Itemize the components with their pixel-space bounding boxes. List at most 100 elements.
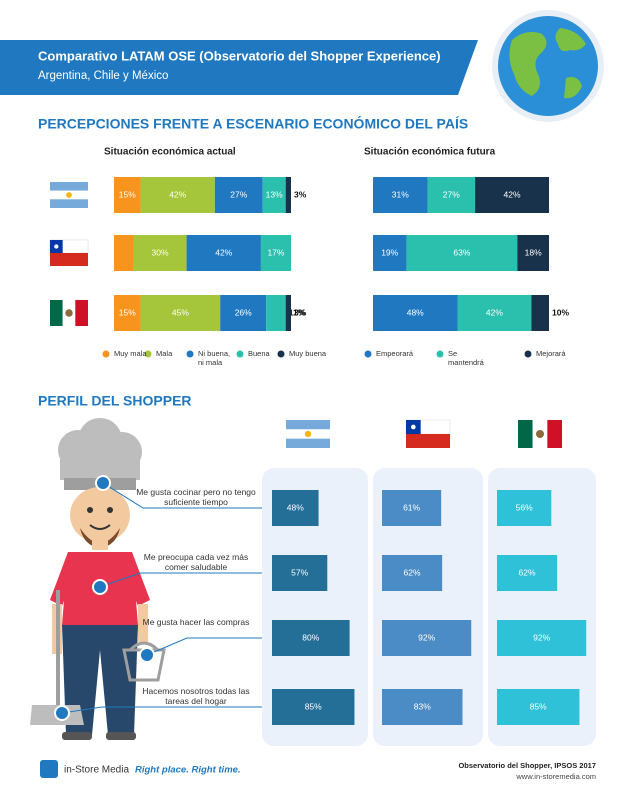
flag-mx: [518, 420, 562, 448]
flag-mx: [50, 300, 88, 326]
value-label: 56%: [516, 502, 533, 512]
statement: Me gusta cocinar pero no tengo suficient…: [136, 487, 256, 507]
flag-sun: [304, 430, 312, 438]
connector-dot: [95, 475, 111, 491]
value-label: 80%: [302, 632, 319, 642]
flag-ar: [50, 182, 88, 208]
value-label: 15%: [119, 189, 136, 199]
flag-star: [54, 244, 59, 249]
header-banner: [0, 40, 478, 95]
flag-cl: [49, 239, 89, 266]
panel: [488, 468, 596, 746]
legend-label: Empeorará: [376, 349, 414, 358]
connector: [99, 572, 262, 588]
legend-swatch: [436, 350, 444, 358]
value-label: 42%: [486, 307, 503, 317]
footer-url: www.in-storemedia.com: [515, 772, 596, 781]
bar-segment: [475, 177, 549, 213]
value-label: 42%: [169, 189, 186, 199]
statement: Me gusta hacer las compras: [142, 617, 250, 627]
bar: [382, 620, 472, 656]
value-label: 18%: [525, 247, 542, 257]
bar-segment: [285, 295, 291, 331]
bar-segment: [220, 295, 267, 331]
value-label: 62%: [519, 567, 536, 577]
panel: [373, 468, 483, 746]
flag-stripe: [518, 420, 533, 448]
flag-stripe: [50, 253, 88, 266]
section-title: PERCEPCIONES FRENTE A ESCENARIO ECONÓMIC…: [38, 115, 468, 132]
value-label: 92%: [418, 632, 435, 642]
bar: [272, 689, 355, 725]
bar-segment: [427, 177, 476, 213]
legend-swatch: [277, 350, 285, 358]
bar: [382, 689, 463, 725]
connector-dot: [54, 705, 70, 721]
bar: [272, 490, 319, 526]
connector: [102, 482, 262, 509]
connector-dot: [139, 647, 155, 663]
bar: [497, 620, 587, 656]
bar-segment: [260, 235, 291, 271]
connector-dot: [92, 579, 108, 595]
value-label: 26%: [235, 307, 252, 317]
legend-swatch: [144, 350, 152, 358]
value-label: 3%: [294, 307, 307, 317]
value-label: 3%: [294, 189, 307, 199]
legend-label: Mejorará: [536, 349, 566, 358]
value-label: 42%: [504, 189, 521, 199]
statement: Hacemos nosotros todas las tareas del ho…: [142, 686, 250, 706]
bar: [497, 689, 580, 725]
value-label: 10%: [552, 307, 569, 317]
bar-segment: [266, 295, 286, 331]
flag-cl: [405, 419, 451, 448]
bar-segment: [531, 295, 549, 331]
legend-swatch: [102, 350, 110, 358]
legend-swatch: [186, 350, 194, 358]
value-label: 63%: [453, 247, 470, 257]
value-label: 62%: [404, 567, 421, 577]
value-label: 42%: [215, 247, 232, 257]
bar-segment: [214, 177, 263, 213]
flag-stripe: [50, 300, 63, 326]
value-label: 48%: [287, 502, 304, 512]
statement: Me preocupa cada vez más comer saludable: [143, 552, 249, 572]
globe-land: [509, 32, 547, 96]
bar: [382, 490, 442, 526]
flag-emblem: [65, 309, 73, 317]
bar: [497, 555, 558, 591]
panel: [262, 468, 368, 746]
flag-stripe: [50, 199, 88, 208]
chart-title: Situación económica futura: [364, 147, 496, 158]
bar-segment: [373, 177, 428, 213]
bar-segment: [406, 235, 518, 271]
value-label: 30%: [152, 247, 169, 257]
value-label: 31%: [392, 189, 409, 199]
value-label: 85%: [305, 701, 322, 711]
flag-stripe: [50, 182, 88, 191]
connector: [146, 637, 262, 656]
value-label: 11%: [289, 307, 306, 317]
legend-swatch: [524, 350, 532, 358]
shopper-illustration: [30, 418, 166, 740]
bar-segment: [186, 235, 261, 271]
legend-label: Mala: [156, 349, 173, 358]
value-label: 19%: [381, 247, 398, 257]
value-label: 45%: [172, 307, 189, 317]
flag-sun: [66, 192, 72, 198]
logo-mark: [40, 760, 58, 778]
bar: [272, 620, 350, 656]
value-label: 17%: [267, 247, 284, 257]
value-label: 13%: [266, 189, 283, 199]
value-label: 83%: [414, 701, 431, 711]
flag-ar: [286, 420, 330, 448]
footer-slogan: Right place. Right time.: [135, 765, 241, 776]
bar-segment: [133, 235, 187, 271]
bar-segment: [373, 235, 407, 271]
bar-segment: [285, 177, 291, 213]
bar: [272, 555, 328, 591]
value-label: 92%: [533, 632, 550, 642]
legend-swatch: [236, 350, 244, 358]
bar-segment: [262, 177, 286, 213]
